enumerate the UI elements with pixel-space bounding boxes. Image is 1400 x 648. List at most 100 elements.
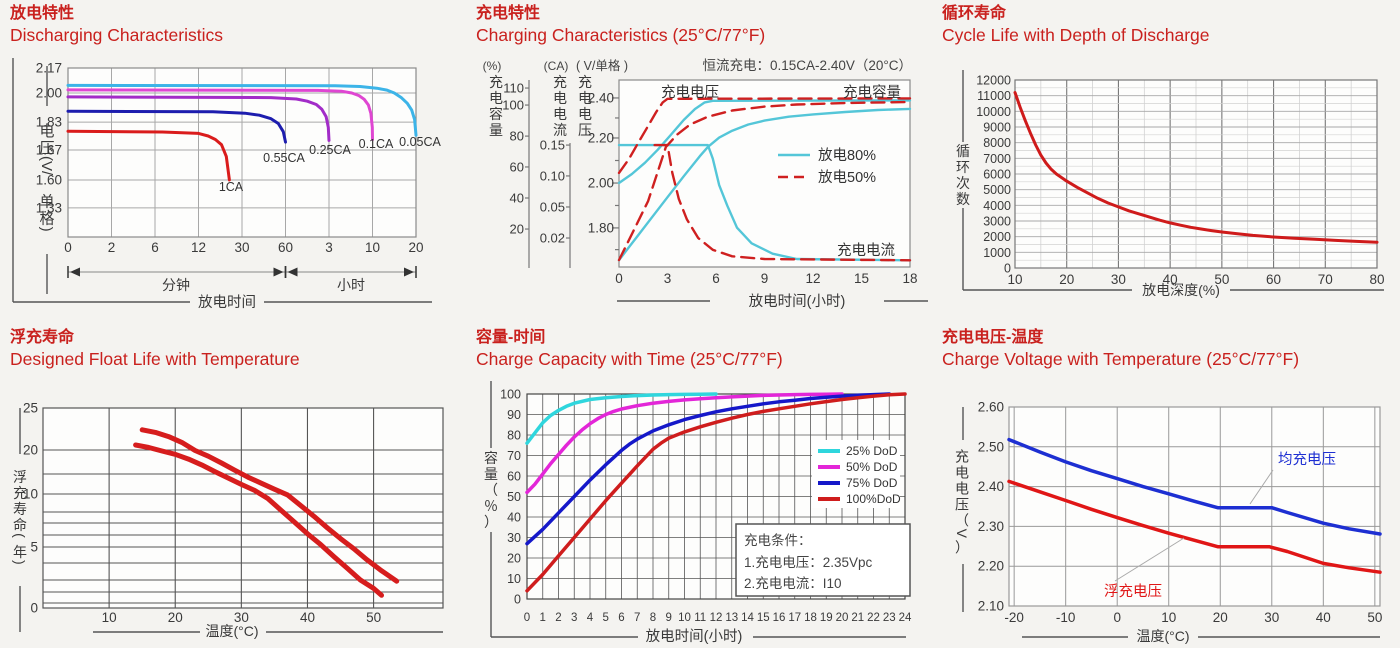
- svg-text:压: 压: [578, 122, 592, 138]
- svg-text:30: 30: [234, 240, 249, 255]
- svg-text:50: 50: [1214, 272, 1229, 287]
- svg-text:80: 80: [510, 129, 524, 144]
- svg-text:电: 电: [553, 90, 567, 106]
- svg-text:充电电流: 充电电流: [837, 242, 895, 259]
- svg-text:23: 23: [883, 612, 896, 624]
- svg-text:％: ％: [484, 498, 498, 514]
- svg-text:40: 40: [300, 610, 315, 625]
- svg-text:6: 6: [712, 271, 720, 286]
- svg-text:12: 12: [191, 240, 206, 255]
- chart-cell-discharging: 放电特性 Discharging Characteristics 0 2 6 12 30…: [0, 0, 466, 324]
- svg-text:放电时间(小时): 放电时间(小时): [749, 293, 846, 310]
- chart-title-en: Charge Capacity with Time (25°C/77°F): [476, 349, 783, 369]
- svg-text:电: 电: [489, 90, 503, 106]
- svg-text:格: 格: [39, 211, 54, 228]
- svg-text:2.30: 2.30: [978, 519, 1004, 534]
- chart-title-zh: 放电特性: [10, 5, 75, 22]
- svg-text:2.50: 2.50: [978, 439, 1004, 454]
- chart-title-en: Charge Voltage with Temperature (25°C/77…: [942, 349, 1300, 369]
- svg-text:2: 2: [108, 240, 116, 255]
- chart-cell-cycle-life: 循环寿命 Cycle Life with Depth of Discharge …: [932, 0, 1400, 324]
- svg-text:80: 80: [1369, 272, 1384, 287]
- svg-text:环: 环: [956, 159, 970, 175]
- svg-text:1CA: 1CA: [219, 180, 244, 194]
- svg-text:2000: 2000: [983, 230, 1011, 244]
- svg-text:恒流充电：0.15CA-2.40V（20°C）: 恒流充电：0.15CA-2.40V（20°C）: [703, 58, 912, 73]
- svg-text:110: 110: [503, 81, 524, 96]
- chart-title-zh: 充电电压-温度: [942, 329, 1044, 346]
- svg-text:12: 12: [805, 271, 820, 286]
- svg-text:3: 3: [571, 612, 577, 624]
- svg-text:): ): [38, 227, 55, 232]
- svg-text:50: 50: [507, 490, 521, 504]
- svg-text:单: 单: [39, 194, 54, 211]
- svg-text:20: 20: [836, 612, 849, 624]
- chart-title-en: Designed Float Life with Temperature: [10, 349, 300, 369]
- svg-text:15: 15: [854, 271, 869, 286]
- svg-text:温度(°C): 温度(°C): [1136, 628, 1189, 644]
- svg-text:10: 10: [678, 612, 691, 624]
- svg-text:1.充电电压：2.35Vpc: 1.充电电压：2.35Vpc: [744, 555, 873, 570]
- svg-text:80: 80: [507, 429, 521, 443]
- svg-text:75% DoD: 75% DoD: [846, 476, 898, 490]
- svg-text:-20: -20: [1004, 610, 1024, 625]
- svg-text:20: 20: [408, 240, 423, 255]
- svg-text:0.10: 0.10: [540, 168, 565, 183]
- svg-text:40: 40: [1316, 610, 1331, 625]
- svg-text:30: 30: [507, 531, 521, 545]
- svg-text:2.40: 2.40: [978, 479, 1004, 494]
- svg-text:数: 数: [956, 191, 970, 207]
- svg-text:4000: 4000: [983, 199, 1011, 213]
- svg-text:20: 20: [1213, 610, 1228, 625]
- svg-text:(%): (%): [483, 59, 502, 73]
- svg-text:1.60: 1.60: [36, 173, 62, 188]
- svg-text:0.02: 0.02: [540, 231, 565, 246]
- chart-title-en: Charging Characteristics (25°C/77°F): [476, 25, 766, 45]
- svg-text:容: 容: [484, 450, 498, 466]
- charge-voltage-temperature-chart: -20 -10 0 10 20 30 40 50 2.60 2.50 2.40 2.30 2.20 2.1…: [954, 400, 1382, 645]
- svg-text:21: 21: [851, 612, 864, 624]
- chart-title-en: Cycle Life with Depth of Discharge: [942, 25, 1210, 45]
- svg-text:3: 3: [325, 240, 333, 255]
- charge-capacity-time-chart: 0 1 2 3 4 5 6 7 8 9 10 11 12 13 14 15 16 17 18 19 20 21 22 23 24…: [484, 381, 912, 645]
- svg-text:容: 容: [489, 106, 503, 122]
- svg-text:0: 0: [524, 612, 530, 624]
- svg-text:（: （: [484, 482, 498, 498]
- svg-text:20: 20: [510, 222, 524, 237]
- svg-text:50: 50: [1367, 610, 1382, 625]
- svg-text:11000: 11000: [977, 89, 1011, 103]
- svg-text:8000: 8000: [983, 136, 1011, 150]
- svg-text:5000: 5000: [983, 183, 1011, 197]
- svg-text:100: 100: [500, 388, 521, 402]
- svg-text:0.25CA: 0.25CA: [309, 143, 351, 157]
- svg-text:2.40: 2.40: [588, 90, 614, 105]
- svg-text:浮充电压: 浮充电压: [1104, 583, 1162, 600]
- charging-characteristics-chart: 110 100 80 60 40 20 0.15 0.10 0.05 0.02 0 3 6 9 12 15 18…: [483, 58, 928, 310]
- svg-text:）: ）: [955, 539, 969, 555]
- svg-text:2.20: 2.20: [588, 130, 614, 145]
- svg-text:电: 电: [578, 106, 592, 122]
- svg-text:13: 13: [725, 612, 738, 624]
- svg-text:5: 5: [603, 612, 609, 624]
- svg-text:16: 16: [773, 612, 786, 624]
- svg-text:100%DoD: 100%DoD: [846, 492, 901, 506]
- svg-text:均充电压: 均充电压: [1278, 451, 1336, 468]
- svg-text:20: 20: [23, 443, 38, 458]
- svg-text:1000: 1000: [983, 246, 1011, 260]
- svg-text:9: 9: [666, 612, 672, 624]
- svg-text:充: 充: [489, 74, 503, 90]
- svg-text:60: 60: [507, 470, 521, 484]
- svg-text:放电时间: 放电时间: [198, 294, 256, 311]
- svg-text:60: 60: [278, 240, 293, 255]
- svg-text:0: 0: [30, 601, 38, 616]
- svg-text:18: 18: [804, 612, 817, 624]
- svg-text:0: 0: [1004, 262, 1011, 276]
- svg-text:12: 12: [710, 612, 723, 624]
- svg-text:90: 90: [507, 408, 521, 422]
- svg-text:命: 命: [13, 517, 27, 533]
- svg-text:2: 2: [555, 612, 561, 624]
- svg-text:2.充电电流：I10: 2.充电电流：I10: [744, 576, 842, 591]
- svg-text:24: 24: [899, 612, 912, 624]
- svg-text:V: V: [954, 529, 970, 539]
